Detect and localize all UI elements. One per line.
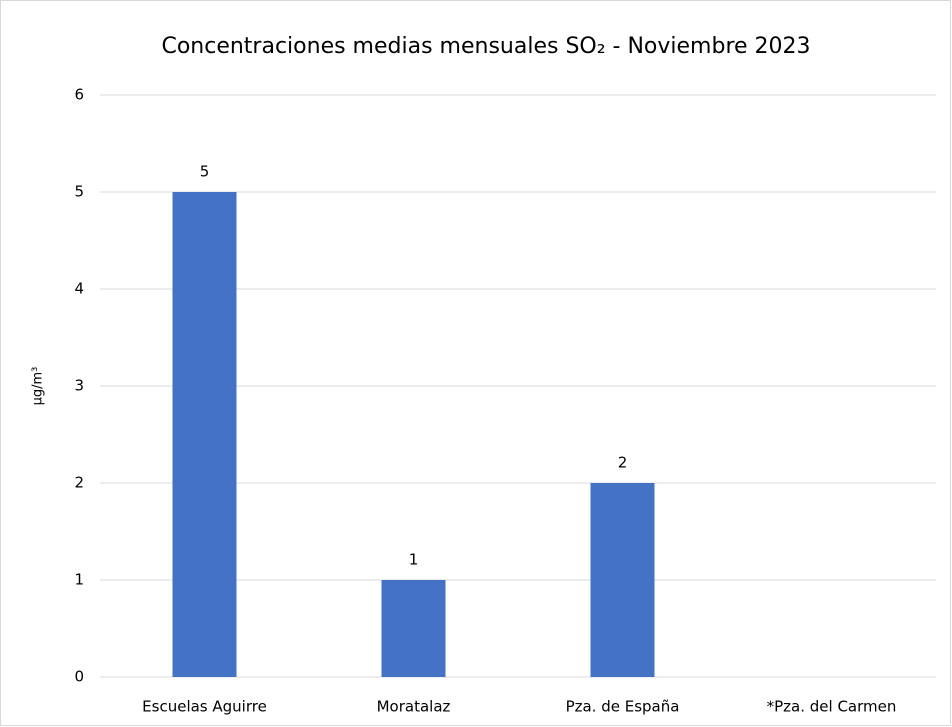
y-tick-label: 2 — [74, 474, 84, 492]
y-tick-label: 1 — [74, 571, 84, 589]
y-tick-label: 0 — [74, 668, 84, 686]
data-label: 5 — [200, 163, 210, 181]
x-tick-label: Escuelas Aguirre — [142, 698, 267, 716]
y-axis-label: µg/m³ — [31, 367, 46, 406]
bar — [172, 192, 237, 677]
bar — [590, 483, 655, 677]
y-tick-label: 5 — [74, 183, 84, 201]
data-label: 1 — [409, 551, 419, 569]
bar — [381, 580, 446, 677]
data-label: 2 — [618, 454, 628, 472]
y-tick-label: 6 — [74, 86, 84, 104]
chart-title: Concentraciones medias mensuales SO₂ - N… — [161, 34, 810, 59]
x-tick-label: *Pza. del Carmen — [767, 698, 897, 716]
y-tick-label: 4 — [74, 280, 84, 298]
x-tick-label: Moratalaz — [377, 698, 451, 716]
y-tick-label: 3 — [74, 377, 84, 395]
x-tick-label: Pza. de España — [566, 698, 680, 716]
